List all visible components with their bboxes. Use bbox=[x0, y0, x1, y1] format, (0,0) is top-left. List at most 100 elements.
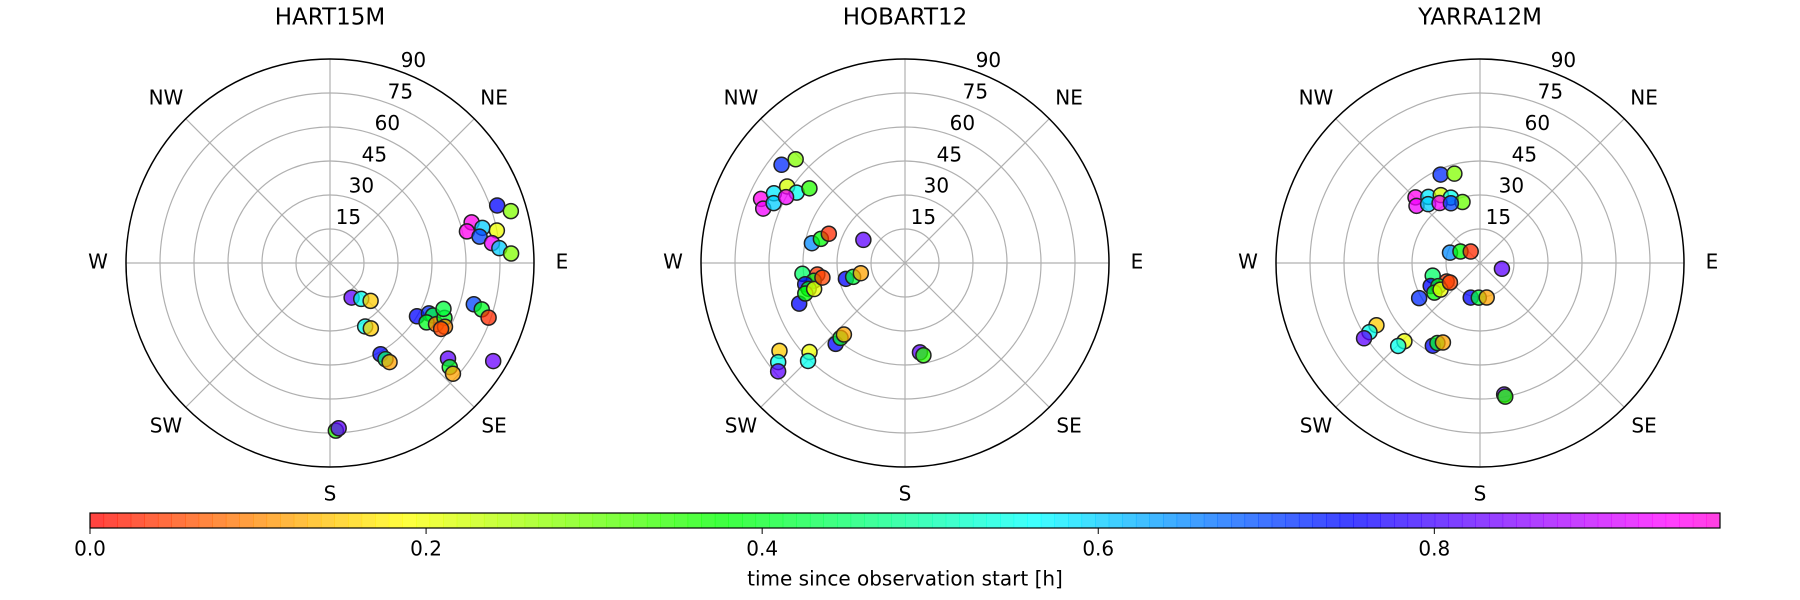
theta-tick-label: SW bbox=[725, 414, 758, 438]
colorbar-cell bbox=[1652, 513, 1667, 528]
colorbar-cell bbox=[103, 513, 118, 528]
colorbar-cell bbox=[823, 513, 838, 528]
colorbar-cell bbox=[511, 513, 526, 528]
colorbar-cell bbox=[1244, 513, 1259, 528]
colorbar-cell bbox=[212, 513, 227, 528]
colorbar-cell bbox=[1040, 513, 1055, 528]
colorbar-cell bbox=[157, 513, 172, 528]
r-tick-label: 60 bbox=[375, 111, 400, 135]
colorbar-cell bbox=[456, 513, 471, 528]
theta-tick-label: NW bbox=[149, 85, 184, 109]
grid-ring bbox=[227, 160, 433, 366]
colorbar-label: time since observation start [h] bbox=[747, 567, 1063, 591]
colorbar-cell bbox=[864, 513, 879, 528]
r-tick-label: 45 bbox=[362, 142, 387, 166]
point bbox=[432, 320, 450, 338]
colorbar-cell bbox=[1135, 513, 1150, 528]
colorbar-cell bbox=[1706, 513, 1721, 528]
r-tick-label: 60 bbox=[950, 111, 975, 135]
point bbox=[362, 292, 379, 310]
point bbox=[777, 188, 795, 206]
colorbar-cell bbox=[388, 513, 403, 528]
colorbar-tick-label: 0.6 bbox=[1082, 537, 1114, 561]
theta-tick-label: E bbox=[556, 250, 569, 274]
point bbox=[502, 245, 520, 262]
colorbar-cell bbox=[782, 513, 797, 528]
point bbox=[1389, 337, 1407, 355]
colorbar-cell bbox=[551, 513, 566, 528]
point bbox=[814, 269, 831, 286]
colorbar-cell bbox=[320, 513, 335, 528]
theta-tick-label: SW bbox=[150, 414, 183, 438]
point bbox=[1497, 388, 1514, 405]
colorbar-cell bbox=[1149, 513, 1164, 528]
grid-ring bbox=[1377, 160, 1583, 366]
polar-frame bbox=[700, 58, 1110, 468]
colorbar-cell bbox=[619, 513, 634, 528]
colorbar-cell bbox=[1529, 513, 1544, 528]
colorbar-cell bbox=[1624, 513, 1639, 528]
point bbox=[769, 363, 787, 380]
theta-tick-label: E bbox=[1131, 250, 1144, 274]
colorbar-cell bbox=[524, 513, 539, 528]
colorbar-cell bbox=[932, 513, 947, 528]
colorbar-cell bbox=[1081, 513, 1096, 528]
colorbar-cell bbox=[986, 513, 1001, 528]
point bbox=[835, 326, 853, 343]
colorbar-cell bbox=[565, 513, 580, 528]
colorbar-cell bbox=[579, 513, 594, 528]
colorbar-cell bbox=[348, 513, 363, 528]
colorbar-cell bbox=[972, 513, 987, 528]
theta-tick-label: W bbox=[88, 250, 108, 274]
colorbar-cell bbox=[945, 513, 960, 528]
polar-frame bbox=[1275, 58, 1685, 468]
colorbar-cell bbox=[905, 513, 920, 528]
theta-tick-label: NW bbox=[1299, 85, 1334, 109]
point bbox=[435, 300, 452, 318]
colorbar-cell bbox=[1516, 513, 1531, 528]
colorbar-cell bbox=[1163, 513, 1178, 528]
r-tick-label: 30 bbox=[349, 174, 374, 198]
grid-ring bbox=[295, 228, 365, 298]
colorbar-cell bbox=[1231, 513, 1246, 528]
point bbox=[852, 264, 870, 282]
theta-tick-label: SE bbox=[1056, 414, 1081, 438]
grid-ring bbox=[1411, 194, 1549, 332]
colorbar-cell bbox=[171, 513, 186, 528]
colorbar-cell bbox=[1461, 513, 1476, 528]
colorbar-frame bbox=[89, 512, 1721, 529]
colorbar-cell bbox=[1421, 513, 1436, 528]
colorbar-cell bbox=[1489, 513, 1504, 528]
colorbar-cell bbox=[402, 513, 417, 528]
colorbar-cell bbox=[1434, 513, 1449, 528]
colorbar-cell bbox=[1353, 513, 1368, 528]
colorbar-cell bbox=[1122, 513, 1137, 528]
point bbox=[1462, 243, 1479, 260]
r-tick-label: 15 bbox=[1486, 205, 1511, 229]
point bbox=[1355, 330, 1373, 347]
colorbar-cell bbox=[1584, 513, 1599, 528]
colorbar-cell bbox=[443, 513, 458, 528]
colorbar-cell bbox=[1394, 513, 1409, 528]
theta-tick-label: W bbox=[1238, 250, 1258, 274]
colorbar-cell bbox=[1597, 513, 1612, 528]
colorbar-cell bbox=[1692, 513, 1707, 528]
chart-title: HOBART12 bbox=[843, 5, 968, 31]
colorbar-cell bbox=[1217, 513, 1232, 528]
point bbox=[484, 352, 502, 370]
colorbar-cell bbox=[1054, 513, 1069, 528]
point bbox=[855, 231, 872, 249]
grid-ring bbox=[261, 194, 399, 332]
grid-ring bbox=[193, 126, 467, 400]
colorbar-cell bbox=[769, 513, 784, 528]
colorbar-cell bbox=[809, 513, 824, 528]
colorbar-cell bbox=[280, 513, 295, 528]
theta-tick-label: SW bbox=[1300, 414, 1333, 438]
grid-ring bbox=[1343, 126, 1617, 400]
colorbar-cell bbox=[117, 513, 132, 528]
r-tick-label: 75 bbox=[1538, 80, 1563, 104]
r-tick-label: 75 bbox=[388, 80, 413, 104]
grid-ring bbox=[768, 126, 1042, 400]
point bbox=[820, 225, 838, 243]
colorbar-cell bbox=[470, 513, 485, 528]
